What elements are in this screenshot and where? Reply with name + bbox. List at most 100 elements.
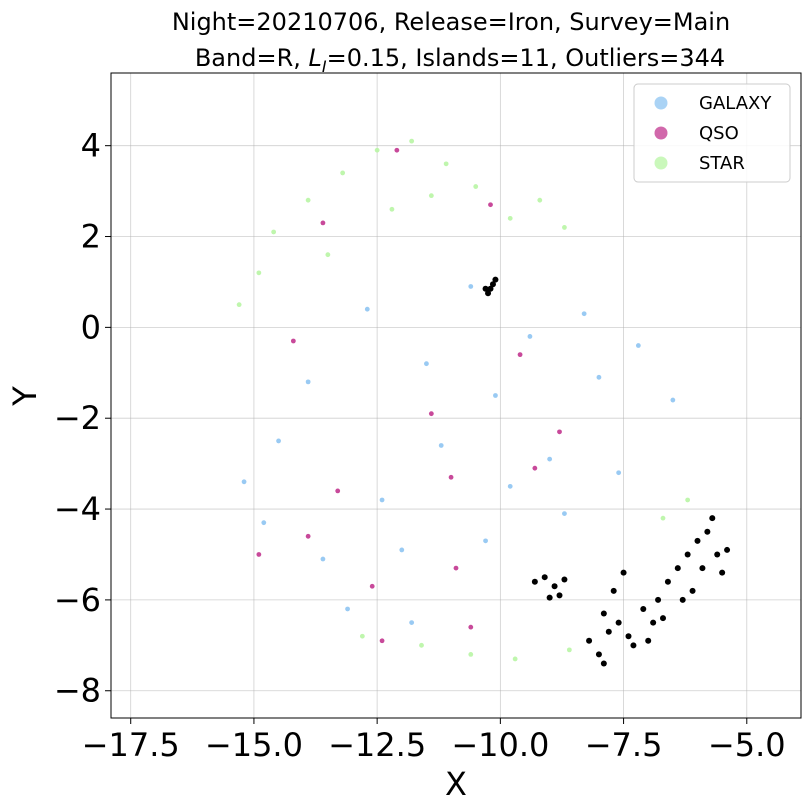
point-galaxy <box>276 438 281 444</box>
point-galaxy <box>399 547 405 553</box>
point-galaxy <box>364 306 370 312</box>
plot-area <box>110 72 802 719</box>
outlier-point <box>605 628 612 635</box>
point-galaxy <box>409 620 415 626</box>
point-qso <box>305 533 311 539</box>
point-galaxy <box>596 374 602 380</box>
outlier-point <box>674 565 681 572</box>
point-galaxy <box>581 311 587 317</box>
outlier-point <box>556 592 563 599</box>
legend-box <box>633 83 791 183</box>
y-tick-label: 4 <box>81 127 101 165</box>
point-galaxy <box>616 470 622 476</box>
outlier-point <box>679 596 686 603</box>
outlier-point <box>600 660 607 667</box>
outlier-point <box>650 619 657 626</box>
series-layer <box>236 138 691 662</box>
point-galaxy <box>320 556 326 562</box>
x-tick-label: −12.5 <box>328 726 426 764</box>
legend-label-galaxy: GALAXY <box>699 93 772 114</box>
point-star <box>340 170 346 176</box>
outlier-point <box>684 551 691 558</box>
point-galaxy <box>483 538 488 544</box>
point-star <box>409 138 415 144</box>
point-star <box>256 270 262 276</box>
point-galaxy <box>493 393 498 398</box>
point-galaxy <box>305 379 311 385</box>
legend-item-star: STAR <box>654 153 745 174</box>
point-galaxy <box>345 606 350 612</box>
legend-marker-galaxy <box>654 96 668 110</box>
title-line-2-subscript: I <box>322 57 327 76</box>
legend: GALAXY QSO STAR <box>633 83 791 183</box>
outlier-point <box>551 583 558 590</box>
title-line-2-prefix: Band=R, <box>195 44 309 72</box>
outlier-point <box>546 594 553 601</box>
point-qso <box>557 429 562 435</box>
point-galaxy <box>670 397 676 403</box>
point-galaxy <box>562 511 567 516</box>
point-galaxy <box>547 456 553 462</box>
outlier-point <box>714 551 721 558</box>
point-qso <box>428 411 434 417</box>
outlier-point <box>664 578 671 585</box>
point-qso <box>532 465 538 471</box>
point-qso <box>488 202 493 208</box>
outlier-point <box>724 546 731 553</box>
point-star <box>473 184 479 189</box>
series-star <box>236 138 691 662</box>
point-qso <box>517 352 523 358</box>
legend-marker-qso <box>654 126 668 140</box>
point-star <box>566 647 572 653</box>
outlier-point <box>655 596 662 603</box>
point-galaxy <box>468 284 474 289</box>
outlier-point <box>630 642 637 649</box>
point-galaxy <box>424 361 429 367</box>
point-qso <box>379 638 385 644</box>
y-tick-label: −8 <box>54 672 101 710</box>
point-galaxy <box>527 334 533 339</box>
y-tick-label: −4 <box>54 490 101 528</box>
point-star <box>428 193 434 199</box>
point-star <box>305 197 311 203</box>
title-line-2-suffix: =0.15, Islands=11, Outliers=344 <box>327 44 726 72</box>
y-tick-label: −6 <box>54 581 101 619</box>
y-axis: −8 −6 −4 −2 0 2 4 <box>54 127 111 710</box>
point-star <box>374 147 380 153</box>
point-star <box>468 652 474 657</box>
x-tick-label: −7.5 <box>585 726 663 764</box>
point-star <box>271 229 277 235</box>
point-star <box>507 215 513 221</box>
x-tick-label: −10.0 <box>451 726 549 764</box>
point-star <box>562 225 567 230</box>
outlier-point <box>610 587 617 594</box>
outlier-point <box>600 610 607 617</box>
legend-item-galaxy: GALAXY <box>654 93 772 114</box>
y-tick-label: −2 <box>54 399 101 437</box>
x-axis-label: X <box>445 765 467 803</box>
outlier-point <box>489 281 496 288</box>
x-axis: −17.5 −15.0 −12.5 −10.0 −7.5 −5.0 <box>82 718 786 764</box>
legend-label-star: STAR <box>699 153 745 174</box>
point-qso <box>468 624 474 630</box>
point-star <box>443 161 449 167</box>
outlier-point <box>531 578 538 585</box>
legend-item-qso: QSO <box>654 123 739 144</box>
x-tick-label: −5.0 <box>708 726 786 764</box>
y-tick-label: 2 <box>81 218 101 256</box>
outlier-point <box>541 574 548 581</box>
point-galaxy <box>635 343 641 348</box>
point-star <box>359 633 365 639</box>
point-galaxy <box>241 479 247 485</box>
outlier-point <box>485 290 492 297</box>
point-qso <box>369 583 375 589</box>
outlier-point <box>595 651 602 658</box>
title-line-2-symbol: L <box>309 44 322 72</box>
outlier-point <box>699 565 706 572</box>
point-star <box>512 656 518 662</box>
outlier-point <box>487 285 494 292</box>
outlier-point <box>694 537 701 544</box>
point-qso <box>256 552 262 557</box>
point-star <box>325 252 331 258</box>
point-galaxy <box>438 443 444 448</box>
